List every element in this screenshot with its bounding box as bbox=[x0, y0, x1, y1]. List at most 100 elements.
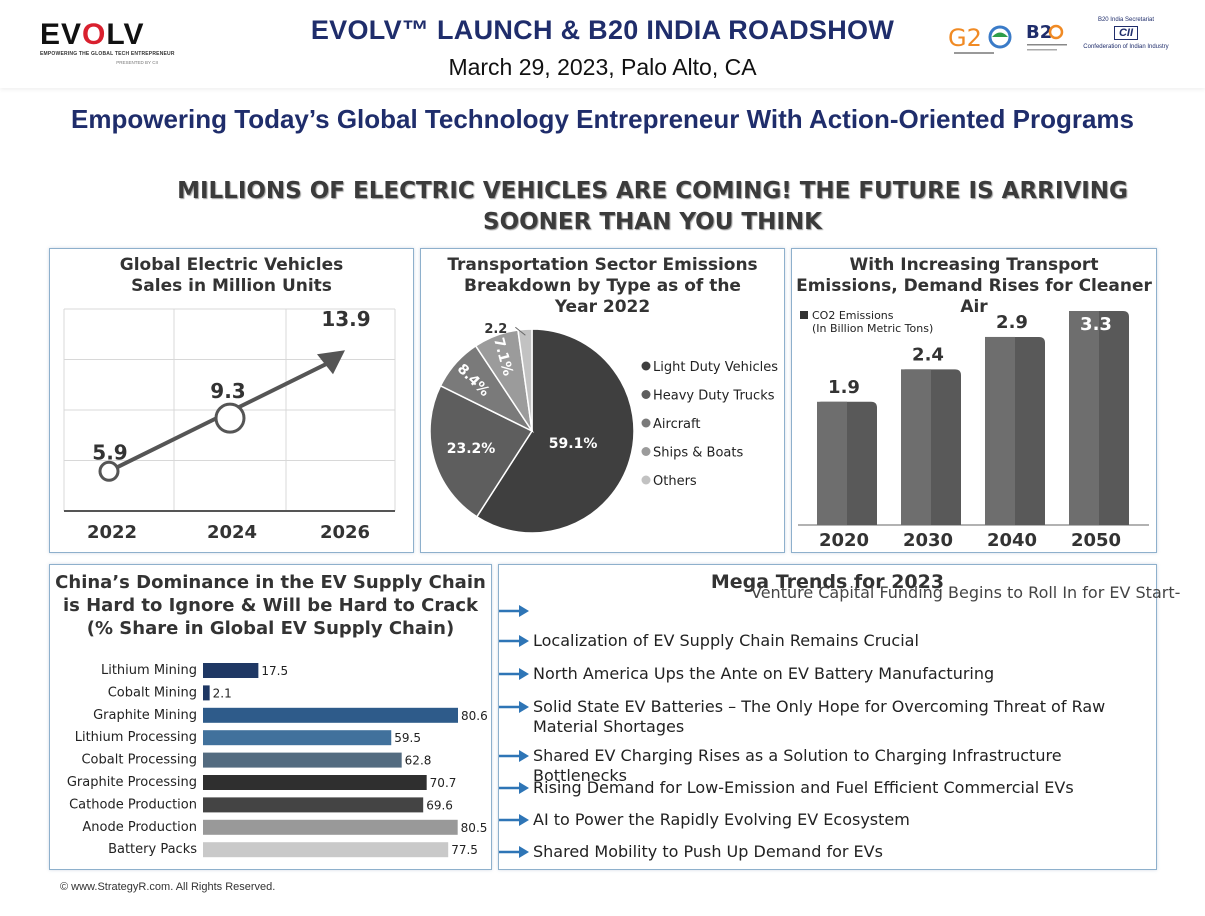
pie-legend-marker bbox=[641, 361, 651, 371]
cii-box: CII bbox=[1113, 26, 1139, 40]
pie-legend-label: Aircraft bbox=[653, 417, 700, 432]
china-value-label: 70.7 bbox=[430, 776, 457, 790]
right-arrow-icon bbox=[499, 846, 529, 858]
g20-text: G2 bbox=[948, 24, 982, 52]
co2-value-label: 2.9 bbox=[996, 312, 1028, 333]
logo-tagline: EMPOWERING THE GLOBAL TECH ENTREPRENEUR bbox=[40, 51, 175, 57]
mega-trends-panel: Mega Trends for 2023 Venture Capital Fun… bbox=[498, 564, 1180, 870]
china-category-label: Cobalt Processing bbox=[81, 753, 197, 768]
copyright-footer: © www.StrategyR.com. All Rights Reserved… bbox=[60, 881, 276, 893]
ev-value-label: 5.9 bbox=[92, 440, 127, 464]
trend-item: Localization of EV Supply Chain Remains … bbox=[533, 631, 919, 650]
china-value-label: 69.6 bbox=[426, 798, 453, 812]
ev-sales-panel: Global Electric Vehicles Sales in Millio… bbox=[49, 248, 414, 553]
china-category-label: Graphite Mining bbox=[93, 708, 197, 723]
china-bar bbox=[203, 752, 402, 768]
china-value-label: 62.8 bbox=[405, 754, 432, 768]
china-title: China’s Dominance in the EV Supply Chain… bbox=[55, 572, 486, 639]
ev-point-2022 bbox=[98, 460, 120, 482]
mega-trends-heading: Mega Trends for 2023 bbox=[710, 571, 945, 593]
co2-bar-shade bbox=[985, 336, 1015, 525]
ev-sales-chart: 5.9 9.3 13.9 2022 2024 2026 bbox=[63, 307, 396, 543]
trend-overlap-text: Venture Capital Funding Begins to Roll I… bbox=[751, 583, 1181, 602]
co2-x-tick-label: 2040 bbox=[987, 530, 1037, 551]
co2-value-label: 3.3 bbox=[1080, 314, 1112, 335]
co2-bar-shade bbox=[901, 369, 931, 525]
cii-logo: B20 India Secretariat CII Confederation … bbox=[1076, 17, 1176, 50]
pie-slice bbox=[517, 328, 533, 432]
cii-fullname: Confederation of Indian Industry bbox=[1083, 44, 1169, 50]
pie-callout-line bbox=[515, 326, 526, 336]
china-bar bbox=[203, 663, 259, 678]
china-value-label: 17.5 bbox=[261, 664, 288, 678]
china-panel: China’s Dominance in the EV Supply Chain… bbox=[49, 564, 492, 870]
china-category-label: Cobalt Mining bbox=[108, 685, 197, 700]
china-bar bbox=[203, 685, 210, 701]
china-category-label: Lithium Mining bbox=[101, 663, 197, 678]
pie-value-label: 59.1% bbox=[549, 436, 598, 452]
china-category-label: Graphite Processing bbox=[67, 775, 197, 790]
co2-x-tick-label: 2020 bbox=[819, 530, 869, 551]
co2-title: With Increasing Transport Emissions, Dem… bbox=[796, 255, 1152, 317]
china-category-label: Lithium Processing bbox=[75, 730, 197, 745]
co2-legend-label: CO2 Emissions bbox=[812, 309, 894, 322]
ev-point-2024 bbox=[214, 402, 246, 434]
event-subtitle: March 29, 2023, Palo Alto, CA bbox=[448, 54, 757, 80]
pie-legend-label: Light Duty Vehicles bbox=[653, 360, 778, 375]
co2-value-label: 2.4 bbox=[912, 344, 944, 365]
ev-x-tick-label: 2026 bbox=[320, 522, 370, 543]
tagline: Empowering Today’s Global Technology Ent… bbox=[71, 104, 1134, 134]
pie-value-label: 2.2 bbox=[484, 322, 507, 337]
evolv-logo[interactable]: EVOLV EMPOWERING THE GLOBAL TECH ENTREPR… bbox=[40, 20, 175, 66]
pie-legend-label: Ships & Boats bbox=[653, 446, 743, 461]
b20-globe-icon bbox=[1048, 24, 1064, 40]
b20-logo: B2 bbox=[1026, 22, 1067, 51]
g20-tagline-line bbox=[954, 52, 994, 54]
co2-bar-shade bbox=[817, 401, 847, 525]
b20-text: B2 bbox=[1026, 22, 1052, 43]
pie-legend-marker bbox=[641, 447, 651, 456]
pie-value-label: 23.2% bbox=[447, 441, 496, 457]
header-bar bbox=[0, 0, 1205, 88]
ev-x-tick-label: 2024 bbox=[207, 522, 257, 543]
pie-slice bbox=[475, 328, 635, 534]
china-bar bbox=[203, 842, 449, 858]
pie-legend-marker bbox=[641, 418, 651, 428]
b20-line-2 bbox=[1027, 49, 1057, 51]
g20-logo: G2 bbox=[948, 24, 1012, 54]
china-bar bbox=[203, 797, 424, 813]
right-arrow-icon bbox=[499, 782, 529, 794]
china-bar bbox=[203, 707, 458, 723]
right-arrow-icon bbox=[499, 814, 529, 826]
logo-presenter: CII bbox=[152, 60, 158, 65]
co2-bar-shade bbox=[1069, 311, 1099, 525]
china-bar-chart: Lithium Mining 17.5 Cobalt Mining 2.1 Graphi… bbox=[67, 663, 488, 858]
china-bar bbox=[203, 730, 392, 746]
trend-item: Shared EV Charging Rises as a Solution t… bbox=[533, 746, 1062, 785]
right-arrow-icon bbox=[499, 668, 529, 680]
g20-lotus-icon bbox=[992, 32, 1008, 37]
g20-globe-icon bbox=[988, 25, 1012, 49]
co2-x-tick-label: 2050 bbox=[1071, 530, 1121, 551]
trend-item: AI to Power the Rapidly Evolving EV Ecos… bbox=[533, 810, 910, 829]
co2-x-tick-label: 2030 bbox=[903, 530, 953, 551]
right-arrow-icon bbox=[499, 701, 529, 713]
co2-panel: With Increasing Transport Emissions, Dem… bbox=[791, 248, 1157, 553]
co2-bar-chart: CO2 Emissions (In Billion Metric Tons) 1… bbox=[798, 309, 1149, 551]
trend-item: North America Ups the Ante on EV Battery… bbox=[533, 664, 995, 683]
ev-sales-arrowhead bbox=[317, 350, 345, 375]
logo-presented-by: PRESENTED BY CII bbox=[40, 60, 170, 65]
china-value-label: 80.6 bbox=[461, 709, 488, 723]
emissions-title: Transportation Sector Emissions Breakdow… bbox=[447, 255, 758, 317]
emissions-panel: Transportation Sector Emissions Breakdow… bbox=[420, 248, 785, 553]
ev-value-label: 13.9 bbox=[321, 307, 370, 331]
trend-item: Shared Mobility to Push Up Demand for EV… bbox=[533, 842, 883, 861]
co2-legend-unit: (In Billion Metric Tons) bbox=[812, 322, 933, 335]
trend-item: Rising Demand for Low-Emission and Fuel … bbox=[533, 778, 1074, 797]
china-value-label: 2.1 bbox=[213, 686, 232, 700]
china-bar bbox=[203, 775, 427, 790]
china-value-label: 59.5 bbox=[394, 731, 421, 745]
pie-legend-label: Others bbox=[653, 474, 697, 489]
logo-presented-label: PRESENTED BY bbox=[116, 60, 151, 65]
